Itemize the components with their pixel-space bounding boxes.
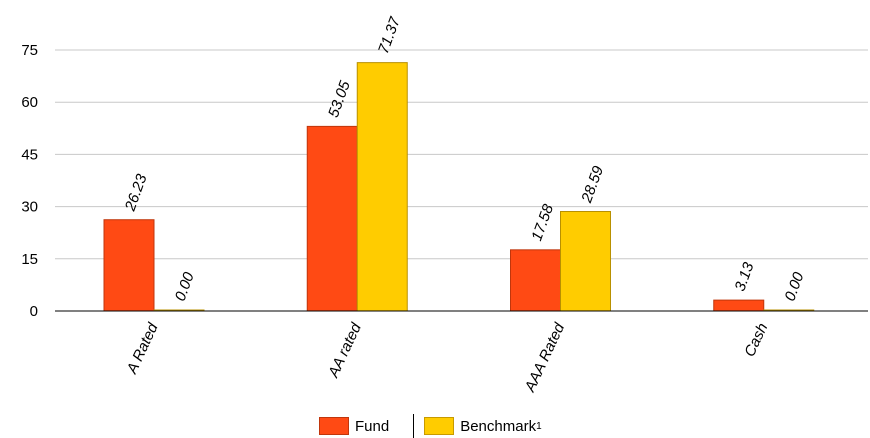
data-label: 17.58	[528, 201, 557, 243]
data-label: 0.00	[782, 270, 808, 304]
y-tick-label: 15	[21, 251, 38, 268]
data-label: 3.13	[732, 260, 758, 294]
data-label: 0.00	[172, 270, 198, 304]
legend-item-benchmark: Benchmark 1	[424, 417, 542, 435]
benchmark-swatch	[424, 417, 455, 435]
benchmark-bar	[356, 62, 408, 312]
category-label: Cash	[741, 321, 771, 360]
legend-item-fund: Fund	[319, 417, 389, 435]
legend: Fund Benchmark 1	[319, 414, 542, 438]
y-tick-label: 60	[21, 94, 38, 111]
y-tick-label: 75	[21, 42, 38, 59]
data-label: 53.05	[325, 78, 354, 120]
fund-swatch	[319, 417, 349, 435]
category-label: AAA Rated	[521, 320, 568, 395]
fund-bar	[510, 249, 561, 312]
y-tick-label: 0	[30, 303, 38, 320]
fund-bar	[713, 299, 765, 312]
category-label: A Rated	[123, 320, 162, 377]
fund-bar	[306, 125, 358, 312]
category-label: AA rated	[325, 320, 366, 381]
benchmark-footnote-marker: 1	[536, 420, 542, 432]
y-tick-label: 30	[21, 199, 38, 216]
benchmark-bar	[560, 211, 611, 312]
data-label: 28.59	[578, 163, 607, 206]
y-tick-label: 45	[21, 146, 38, 163]
legend-divider	[413, 414, 415, 438]
data-label: 26.23	[121, 171, 150, 214]
fund-bar	[103, 219, 155, 312]
fund-legend-label: Fund	[355, 417, 390, 435]
benchmark-legend-label: Benchmark	[460, 417, 537, 435]
